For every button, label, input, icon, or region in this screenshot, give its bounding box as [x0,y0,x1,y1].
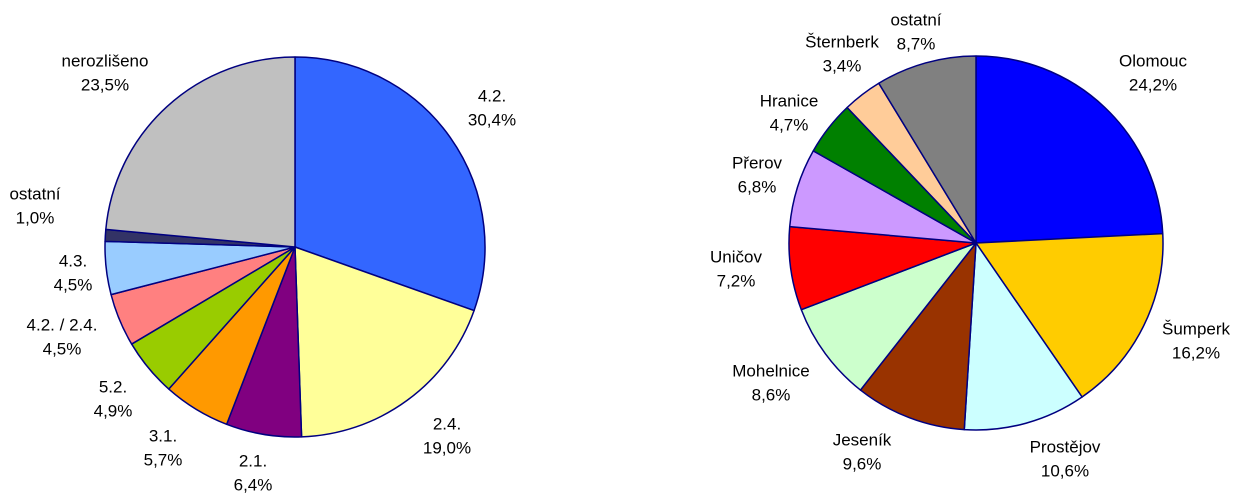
slice-value-label: 1,0% [16,208,55,227]
slice-value-label: 24,2% [1129,75,1177,94]
slice-label: 5.2. [99,377,127,396]
slice-label: 2.1. [239,451,267,470]
slice-label: 2.4. [433,414,461,433]
slice-value-label: 16,2% [1172,343,1220,362]
slice-label: Šternberk [805,32,879,51]
slice-value-label: 6,8% [738,177,777,196]
slice-label: Šumperk [1162,319,1231,338]
slice-label: ostatní [890,10,941,29]
slice-value-label: 6,4% [234,475,273,494]
slice-label: 4.2. [478,86,506,105]
slice-value-label: 9,6% [843,454,882,473]
slice-label: nerozlišeno [62,51,149,70]
slice-label: 3.1. [149,426,177,445]
pie-slice [800,242,977,391]
slice-label: Přerov [732,153,783,172]
slice-value-label: 19,0% [423,438,471,457]
pie-slice [975,55,1164,244]
slice-value-label: 3,4% [823,56,862,75]
slice-value-label: 4,7% [770,115,809,134]
pie-slice [963,242,1083,431]
slice-value-label: 30,4% [468,110,516,129]
pie-slice [975,232,1164,398]
slice-label: Olomouc [1119,51,1188,70]
slice-value-label: 4,5% [54,275,93,294]
slice-label: Mohelnice [732,361,810,380]
pie-slice [859,242,977,431]
slice-label: Jeseník [833,430,892,449]
slice-value-label: 7,2% [717,271,756,290]
slice-value-label: 10,6% [1041,461,1089,480]
slice-value-label: 4,9% [94,401,133,420]
slice-label: 4.2. / 2.4. [27,315,98,334]
slice-label: Prostějov [1030,437,1101,456]
pie-slice [105,56,296,248]
pie-slice [878,55,977,244]
slice-label: 4.3. [59,251,87,270]
slice-label: Hranice [760,91,819,110]
slice-value-label: 4,5% [43,339,82,358]
slice-label: ostatní [9,184,60,203]
slice-value-label: 8,7% [897,34,936,53]
slice-value-label: 23,5% [81,75,129,94]
slice-label: Uničov [710,247,762,266]
pie-slice [294,56,486,312]
pie-slice [294,246,475,438]
slice-value-label: 8,6% [752,385,791,404]
slice-value-label: 5,7% [144,450,183,469]
